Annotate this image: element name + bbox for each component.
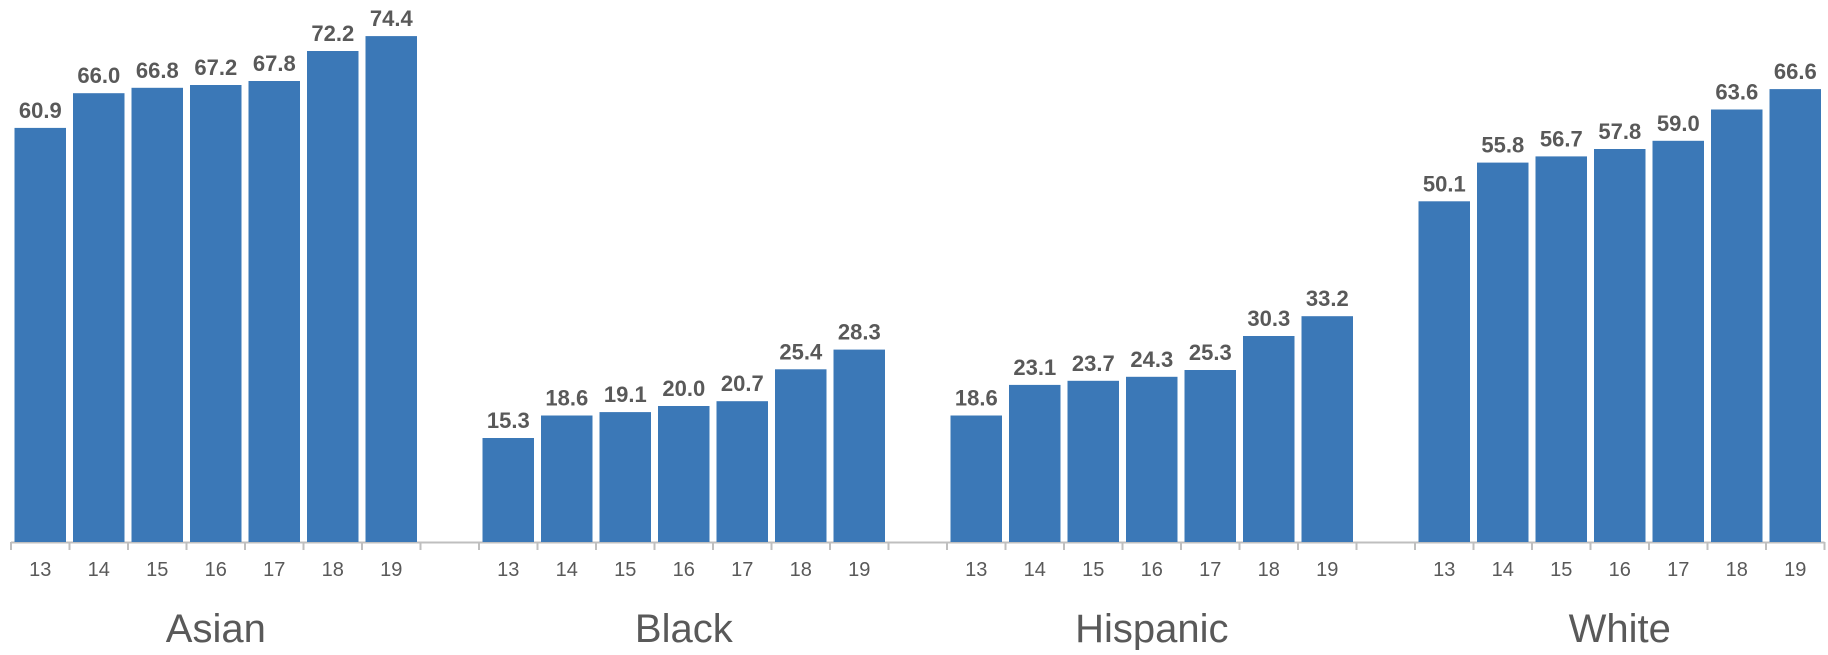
group-label-hispanic: Hispanic: [1075, 607, 1228, 650]
data-label: 60.9: [19, 98, 62, 123]
bar-hispanic-18: [1243, 336, 1295, 542]
x-tick-label: 18: [1726, 559, 1748, 581]
data-label: 28.3: [838, 320, 881, 345]
x-tick-label: 14: [88, 559, 110, 581]
data-label: 55.8: [1481, 133, 1524, 158]
x-tick-label: 14: [1492, 559, 1514, 581]
bar-white-18: [1711, 109, 1763, 542]
bar-hispanic-13: [950, 415, 1002, 542]
data-label: 30.3: [1247, 306, 1290, 331]
data-label: 24.3: [1130, 347, 1173, 372]
data-label: 23.1: [1013, 355, 1056, 380]
data-label: 56.7: [1540, 126, 1583, 151]
x-tick-label: 17: [263, 559, 285, 581]
x-tick-label: 16: [205, 559, 227, 581]
data-label: 57.8: [1598, 119, 1641, 144]
group-label-white: White: [1569, 607, 1671, 650]
x-tick-label: 18: [790, 559, 812, 581]
x-tick-label: 13: [1433, 559, 1455, 581]
bar-hispanic-14: [1009, 384, 1061, 542]
group-label-black: Black: [635, 607, 734, 650]
data-label: 18.6: [955, 386, 998, 411]
data-label: 74.4: [370, 6, 414, 31]
bar-asian-16: [190, 85, 242, 542]
bar-white-17: [1652, 140, 1704, 543]
bar-black-13: [482, 438, 534, 542]
x-tick-label: 16: [673, 559, 695, 581]
bar-asian-13: [14, 127, 66, 543]
x-tick-label: 19: [1784, 559, 1806, 581]
data-label: 23.7: [1072, 351, 1115, 376]
data-label: 15.3: [487, 408, 530, 433]
data-label: 66.8: [136, 58, 179, 83]
bar-white-19: [1769, 89, 1821, 542]
data-label: 66.0: [77, 63, 120, 88]
data-label: 33.2: [1306, 286, 1349, 311]
x-tick-label: 17: [1199, 559, 1221, 581]
x-tick-label: 18: [322, 559, 344, 581]
data-label: 59.0: [1657, 111, 1700, 136]
data-label: 67.2: [194, 55, 237, 80]
bar-asian-15: [131, 87, 183, 543]
data-label: 18.6: [545, 386, 588, 411]
x-tick-label: 14: [1024, 559, 1046, 581]
bar-black-16: [658, 406, 710, 542]
bar-white-15: [1535, 156, 1587, 542]
bar-white-14: [1477, 162, 1529, 542]
bar-black-18: [775, 369, 827, 542]
data-label: 66.6: [1774, 59, 1817, 84]
data-label: 63.6: [1715, 80, 1758, 105]
x-tick-label: 15: [146, 559, 168, 581]
bar-hispanic-17: [1184, 370, 1236, 542]
x-tick-label: 15: [1082, 559, 1104, 581]
bar-black-14: [541, 415, 593, 542]
x-tick-label: 13: [965, 559, 987, 581]
x-tick-label: 17: [1667, 559, 1689, 581]
x-tick-label: 13: [29, 559, 51, 581]
bar-asian-18: [307, 51, 359, 542]
x-tick-label: 17: [731, 559, 753, 581]
group-label-asian: Asian: [166, 607, 266, 650]
x-tick-label: 19: [1316, 559, 1338, 581]
x-tick-label: 16: [1141, 559, 1163, 581]
bar-white-16: [1594, 149, 1646, 542]
data-label: 20.0: [662, 376, 705, 401]
bar-asian-14: [73, 93, 125, 542]
x-tick-label: 18: [1258, 559, 1280, 581]
bar-black-19: [833, 349, 885, 542]
x-tick-label: 19: [380, 559, 402, 581]
x-tick-label: 15: [614, 559, 636, 581]
bar-black-15: [599, 412, 651, 542]
x-tick-label: 19: [848, 559, 870, 581]
data-label: 25.4: [779, 339, 823, 364]
data-label: 67.8: [253, 51, 296, 76]
data-label: 20.7: [721, 371, 764, 396]
bar-black-17: [716, 401, 768, 542]
data-label: 25.3: [1189, 340, 1232, 365]
data-label: 19.1: [604, 382, 647, 407]
data-label: 50.1: [1423, 171, 1466, 196]
x-tick-label: 13: [497, 559, 519, 581]
bar-asian-17: [248, 81, 300, 542]
bar-hispanic-16: [1126, 376, 1178, 542]
bar-white-13: [1418, 201, 1470, 543]
x-tick-label: 15: [1550, 559, 1572, 581]
data-label: 72.2: [311, 21, 354, 46]
x-tick-label: 14: [556, 559, 578, 581]
bar-asian-19: [365, 36, 417, 542]
bar-hispanic-15: [1067, 380, 1119, 542]
x-tick-label: 16: [1609, 559, 1631, 581]
bar-hispanic-19: [1301, 316, 1353, 542]
